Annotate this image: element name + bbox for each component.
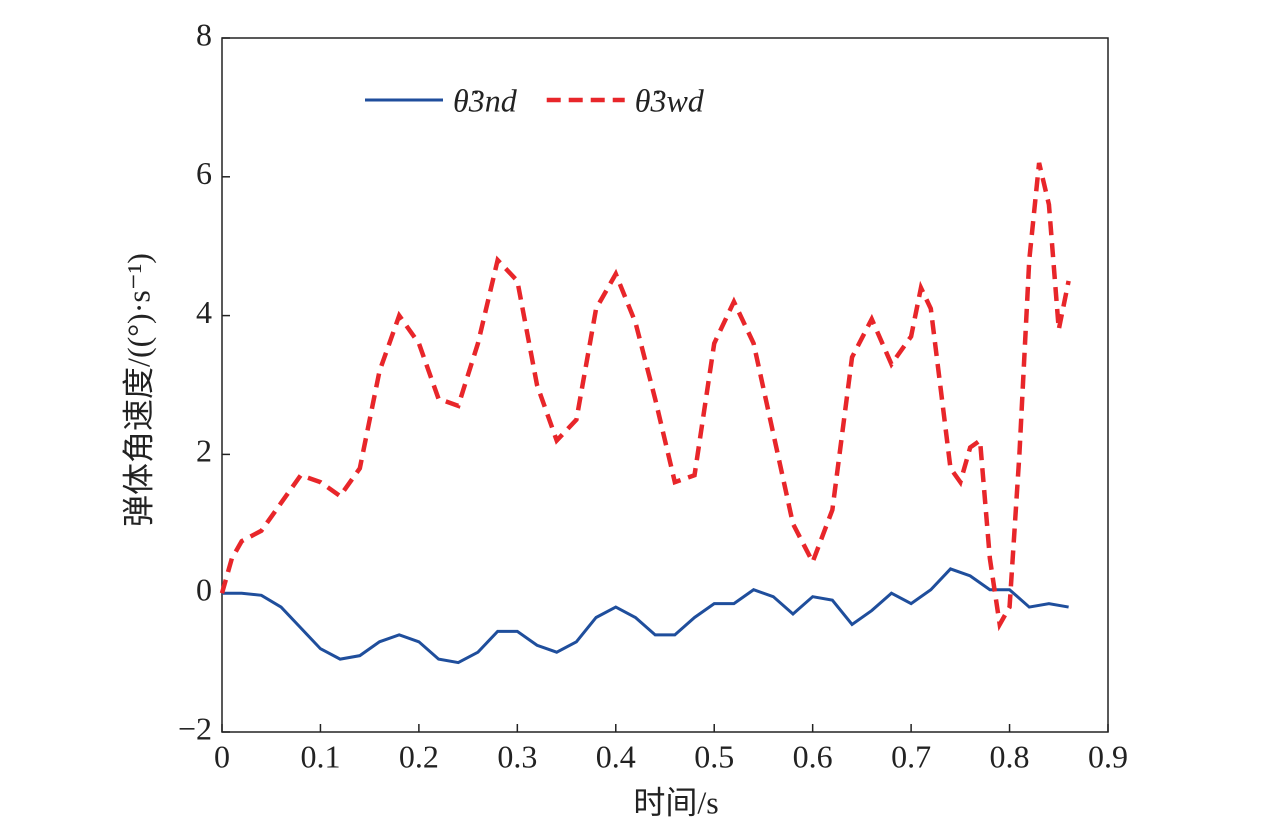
legend-label: θ̇3wd [635, 82, 705, 118]
y-tick-label: 6 [196, 155, 212, 191]
y-tick-label: 0 [196, 572, 212, 608]
plot-frame [221, 37, 1109, 733]
x-tick-label: 0.4 [596, 738, 636, 774]
line-series [219, 162, 1071, 632]
line-series [222, 567, 1069, 665]
x-tick-label: 0 [214, 738, 230, 774]
y-axis-label: 弹体角速度/((°)·s⁻¹) [120, 253, 156, 527]
x-tick-label: 0.7 [891, 738, 931, 774]
x-tick-label: 0.1 [300, 738, 340, 774]
x-tick-label: 0.5 [694, 738, 734, 774]
y-tick-label: 8 [196, 16, 212, 52]
x-tick-label: 0.8 [990, 738, 1030, 774]
x-tick-label: 0.9 [1088, 738, 1128, 774]
x-axis-label: 时间/s [633, 784, 718, 820]
legend-label: θ̇3nd [453, 82, 518, 118]
y-tick-label: 2 [196, 433, 212, 469]
x-tick-label: 0.2 [399, 738, 439, 774]
x-tick-label: 0.6 [793, 738, 833, 774]
x-tick-label: 0.3 [497, 738, 537, 774]
y-tick-label: −2 [178, 710, 212, 746]
y-tick-label: 4 [196, 294, 212, 330]
